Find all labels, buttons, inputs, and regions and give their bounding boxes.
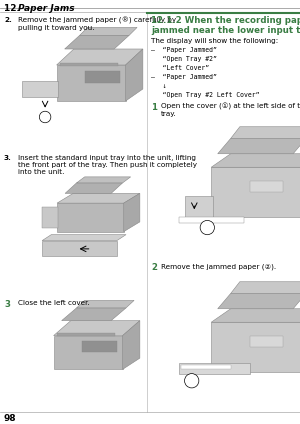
Polygon shape: [123, 321, 140, 369]
Bar: [85, 71, 120, 83]
Text: jammed near the lower input tray: jammed near the lower input tray: [151, 26, 300, 35]
Text: “Open Tray #2 Left Cover”: “Open Tray #2 Left Cover”: [151, 92, 260, 98]
Text: Remove the jammed paper (②).: Remove the jammed paper (②).: [161, 263, 276, 270]
Polygon shape: [126, 49, 143, 101]
FancyBboxPatch shape: [211, 167, 300, 217]
Text: 1: 1: [151, 103, 157, 112]
Text: 2.: 2.: [4, 17, 12, 23]
Polygon shape: [231, 127, 300, 139]
Polygon shape: [76, 177, 131, 183]
Text: Insert the standard input tray into the unit, lifting
the front part of the tray: Insert the standard input tray into the …: [18, 155, 197, 175]
Polygon shape: [57, 49, 143, 65]
Polygon shape: [181, 365, 231, 369]
Polygon shape: [76, 300, 134, 308]
FancyBboxPatch shape: [211, 322, 300, 372]
Text: Paper Jams: Paper Jams: [18, 4, 75, 13]
Text: 2: 2: [151, 263, 157, 272]
Polygon shape: [62, 308, 126, 321]
Polygon shape: [211, 309, 300, 322]
Polygon shape: [65, 183, 123, 193]
FancyBboxPatch shape: [54, 336, 123, 369]
Text: Open the cover (①) at the left side of the lower input
tray.: Open the cover (①) at the left side of t…: [161, 103, 300, 117]
FancyBboxPatch shape: [57, 65, 126, 101]
Text: 3: 3: [4, 300, 10, 309]
Text: ①: ①: [205, 225, 209, 230]
Text: 12.: 12.: [4, 4, 26, 13]
Bar: [250, 336, 283, 346]
FancyBboxPatch shape: [42, 241, 117, 256]
Bar: [250, 181, 283, 192]
Polygon shape: [54, 321, 140, 336]
Text: –  “Paper Jammed”: – “Paper Jammed”: [151, 47, 217, 53]
Text: 3.: 3.: [4, 155, 12, 161]
Polygon shape: [218, 139, 300, 154]
Bar: [57, 333, 115, 336]
FancyBboxPatch shape: [57, 203, 124, 232]
Text: Close the left cover.: Close the left cover.: [18, 300, 90, 306]
Text: “Open Tray #2”: “Open Tray #2”: [151, 56, 217, 62]
Circle shape: [39, 111, 51, 123]
Bar: [60, 63, 118, 66]
Polygon shape: [179, 217, 244, 223]
Polygon shape: [211, 154, 300, 167]
Text: –  “Paper Jammed”: – “Paper Jammed”: [151, 74, 217, 80]
Text: “Left Cover”: “Left Cover”: [151, 65, 209, 71]
Polygon shape: [218, 293, 300, 309]
Bar: [82, 341, 117, 352]
Text: ®: ®: [43, 114, 47, 120]
Polygon shape: [80, 28, 137, 35]
Polygon shape: [22, 81, 58, 97]
Polygon shape: [42, 207, 58, 228]
Polygon shape: [179, 363, 250, 374]
Text: Remove the jammed paper (®) carefully by
pulling it toward you.: Remove the jammed paper (®) carefully by…: [18, 17, 176, 31]
Polygon shape: [65, 35, 129, 49]
Polygon shape: [57, 193, 140, 203]
Text: 12.1.2 When the recording paper has: 12.1.2 When the recording paper has: [151, 16, 300, 25]
Text: 98: 98: [4, 414, 16, 423]
Circle shape: [200, 220, 214, 235]
Polygon shape: [231, 282, 300, 293]
Text: ②: ②: [190, 378, 194, 383]
Polygon shape: [124, 193, 140, 232]
Text: ↓: ↓: [151, 83, 167, 89]
Circle shape: [184, 374, 199, 388]
Polygon shape: [42, 234, 126, 241]
Polygon shape: [185, 196, 212, 217]
Text: The display will show the following:: The display will show the following:: [151, 38, 278, 44]
